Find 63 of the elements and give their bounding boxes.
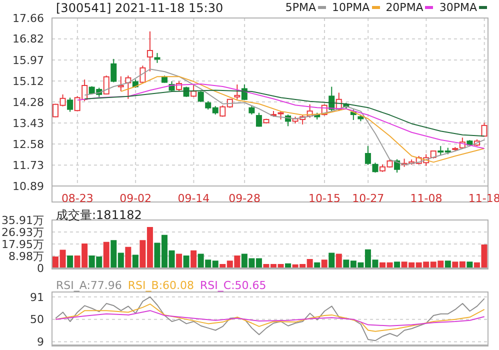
bar bbox=[336, 254, 342, 268]
bar bbox=[183, 255, 190, 268]
x-tick-label: 10-15 bbox=[308, 192, 340, 205]
y-tick-label: 15.12 bbox=[12, 74, 44, 88]
x-tick-label: 10-27 bbox=[352, 192, 384, 205]
candlestick bbox=[154, 52, 160, 64]
y-tick-label: 17.95万 bbox=[2, 238, 44, 251]
legend-label: 10PMA bbox=[332, 1, 370, 14]
y-tick-label: 91 bbox=[30, 290, 44, 304]
candlestick bbox=[481, 122, 488, 138]
y-tick-label: 17.66 bbox=[12, 12, 44, 25]
y-tick-label: 35.91万 bbox=[2, 214, 44, 227]
y-tick-label: 12.58 bbox=[12, 138, 44, 151]
bar bbox=[321, 260, 328, 268]
legend-label: 20PMA bbox=[386, 1, 424, 14]
candlestick bbox=[67, 97, 74, 112]
candlestick bbox=[372, 162, 378, 174]
candlestick bbox=[110, 58, 117, 83]
y-tick-label: 10.89 bbox=[12, 180, 44, 193]
series-label: RSI_B:60.08 bbox=[128, 279, 194, 292]
bar bbox=[176, 254, 182, 268]
x-tick-label: 09-28 bbox=[228, 192, 261, 205]
candlestick bbox=[256, 112, 262, 128]
y-tick-label: 14.28 bbox=[12, 96, 44, 109]
chart-title: [300541] 2021-11-18 15:30 bbox=[56, 1, 224, 15]
x-tick-label: 08-23 bbox=[61, 192, 94, 205]
line-series bbox=[76, 84, 485, 150]
bar bbox=[314, 262, 320, 268]
bar bbox=[132, 254, 138, 268]
y-tick-label: 16.82 bbox=[12, 32, 44, 46]
y-tick-label: 26.93万 bbox=[2, 226, 44, 239]
y-tick-label: 50 bbox=[30, 313, 44, 326]
x-tick-label: 09-02 bbox=[120, 192, 152, 205]
y-tick-label: 11.73 bbox=[12, 159, 44, 172]
x-tick-label: 09-14 bbox=[178, 192, 210, 205]
y-tick-label: 9 bbox=[37, 336, 44, 349]
y-tick-label: 15.97 bbox=[12, 54, 44, 67]
candlestick bbox=[146, 30, 153, 72]
line-series bbox=[55, 296, 485, 342]
y-tick-label: 8.98万 bbox=[8, 250, 44, 263]
series-label: RSI_A:77.96 bbox=[56, 279, 122, 292]
candlestick bbox=[394, 158, 400, 174]
line-series bbox=[120, 76, 485, 163]
legend-label: 5PMA bbox=[285, 1, 316, 14]
bar bbox=[394, 262, 400, 268]
legend-label: 30PMA bbox=[439, 1, 477, 14]
bar bbox=[466, 262, 473, 268]
bar bbox=[328, 252, 335, 268]
x-tick-label: 11-08 bbox=[410, 192, 442, 205]
y-tick-label: 13.43 bbox=[12, 116, 44, 130]
candlestick bbox=[234, 84, 240, 100]
y-tick-label: 0 bbox=[37, 262, 44, 275]
candlestick bbox=[103, 75, 110, 95]
bar bbox=[125, 246, 132, 268]
candlestick bbox=[198, 90, 204, 103]
bar bbox=[444, 260, 451, 268]
bar bbox=[67, 255, 74, 268]
bar bbox=[190, 250, 197, 268]
candlestick bbox=[364, 146, 371, 166]
line-series bbox=[55, 310, 485, 326]
bar bbox=[103, 242, 110, 268]
text: RSI_C:50.65 bbox=[200, 279, 266, 292]
chart-title: 成交量:181182 bbox=[56, 207, 142, 224]
